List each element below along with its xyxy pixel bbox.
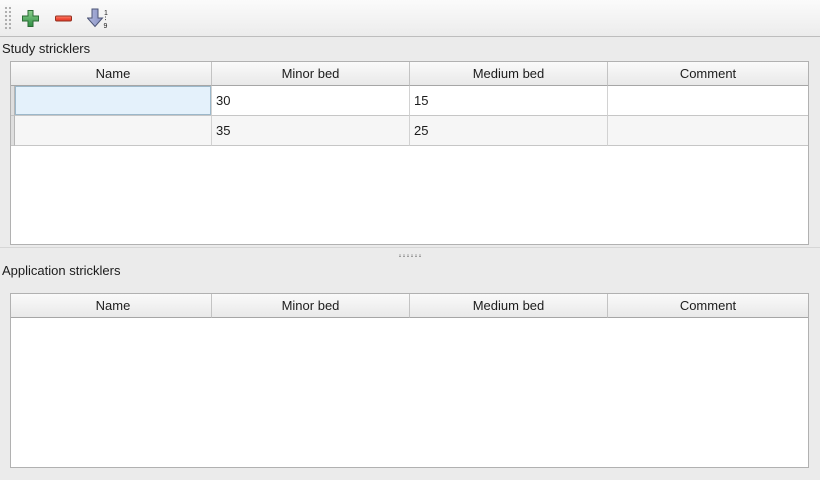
column-header-minor-bed[interactable]: Minor bed [212, 294, 410, 318]
table-corner [11, 62, 15, 86]
table-row: 35 25 [11, 116, 808, 146]
cell-comment[interactable] [608, 86, 808, 116]
row-header[interactable] [11, 86, 15, 116]
row-header[interactable] [11, 116, 15, 146]
cell-medium-bed[interactable]: 25 [410, 116, 608, 146]
plus-icon [22, 9, 39, 27]
column-header-comment[interactable]: Comment [608, 294, 808, 318]
study-table: Name Minor bed Medium bed Comment 30 15 … [10, 61, 809, 245]
column-header-minor-bed[interactable]: Minor bed [212, 62, 410, 86]
study-table-header: Name Minor bed Medium bed Comment [11, 62, 808, 86]
column-header-medium-bed[interactable]: Medium bed [410, 62, 608, 86]
cell-minor-bed[interactable]: 35 [212, 116, 410, 146]
application-table: Name Minor bed Medium bed Comment [10, 293, 809, 468]
cell-name[interactable] [15, 116, 212, 146]
column-header-medium-bed[interactable]: Medium bed [410, 294, 608, 318]
cell-medium-bed[interactable]: 15 [410, 86, 608, 116]
remove-row-button[interactable] [50, 4, 77, 33]
column-header-comment[interactable]: Comment [608, 62, 808, 86]
minus-icon [55, 15, 72, 21]
table-corner [11, 294, 15, 318]
study-section-label: Study stricklers [2, 41, 91, 56]
cell-minor-bed[interactable]: 30 [212, 86, 410, 116]
sort-numeric-ascending-icon: 1 9 [87, 8, 108, 29]
application-table-header: Name Minor bed Medium bed Comment [11, 294, 808, 318]
table-row: 30 15 [11, 86, 808, 116]
splitter-grip-dots-icon [398, 253, 422, 257]
svg-text:1: 1 [104, 10, 108, 17]
add-row-button[interactable] [17, 4, 44, 33]
empty-table-area [11, 146, 808, 244]
empty-table-area [11, 318, 808, 467]
column-header-name[interactable]: Name [15, 62, 212, 86]
svg-text:9: 9 [104, 23, 108, 29]
application-section-label: Application stricklers [2, 263, 121, 278]
cell-name-selected[interactable] [15, 86, 212, 116]
toolbar: 1 9 [0, 0, 820, 37]
toolbar-drag-handle[interactable] [3, 5, 11, 31]
column-header-name[interactable]: Name [15, 294, 212, 318]
cell-comment[interactable] [608, 116, 808, 146]
splitter-handle[interactable] [0, 247, 820, 260]
sort-button[interactable]: 1 9 [83, 4, 115, 33]
